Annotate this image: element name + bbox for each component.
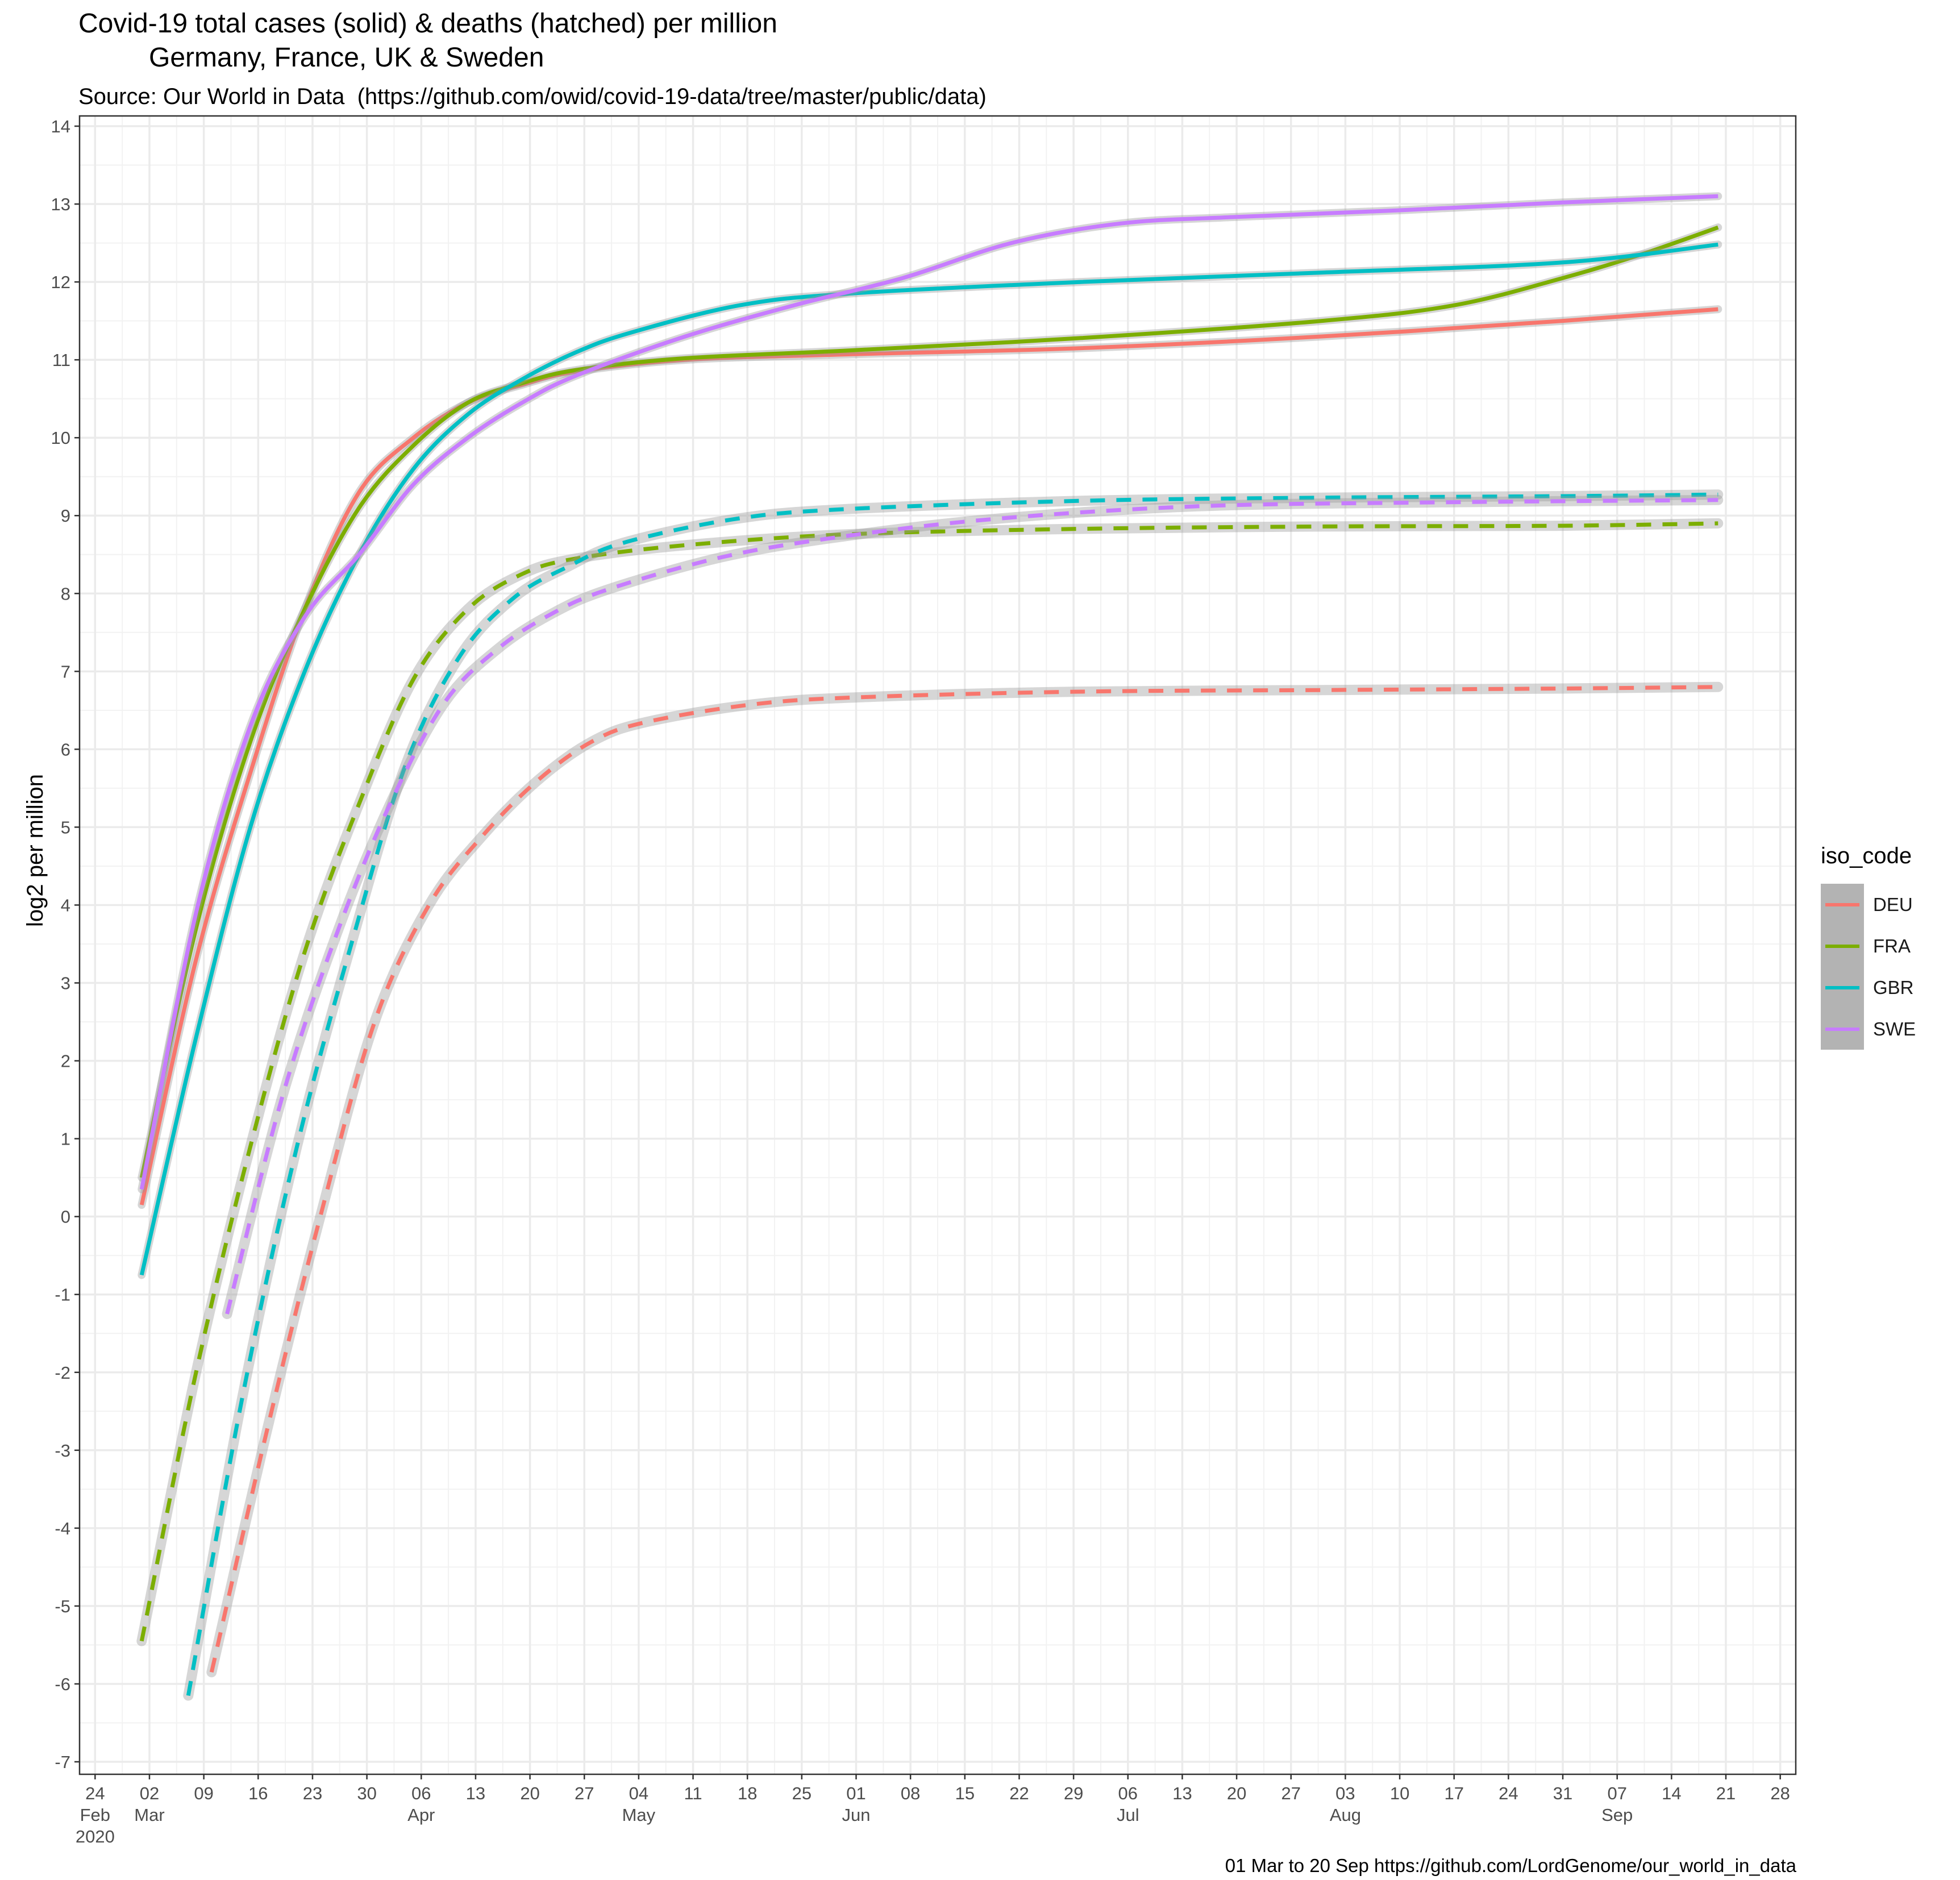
y-tick-label: -1 bbox=[55, 1285, 70, 1305]
y-tick-label: -4 bbox=[55, 1519, 70, 1538]
y-tick-label: -6 bbox=[55, 1674, 70, 1694]
x-tick-label: 28 bbox=[1770, 1783, 1790, 1803]
x-tick-label: 09 bbox=[194, 1783, 213, 1803]
y-tick-label: 0 bbox=[61, 1207, 70, 1227]
y-tick-label: 7 bbox=[61, 662, 70, 681]
legend-label: SWE bbox=[1873, 1018, 1916, 1039]
x-tick-month-label: Jun bbox=[842, 1805, 871, 1825]
legend-swatch bbox=[1825, 903, 1859, 906]
series-line-swe-deaths bbox=[225, 498, 1718, 1315]
y-tick-label: 8 bbox=[61, 584, 70, 604]
x-tick-month-label: May bbox=[622, 1805, 656, 1825]
legend-label: DEU bbox=[1873, 893, 1913, 915]
chart-title: Covid-19 total cases (solid) & deaths (h… bbox=[78, 9, 777, 39]
x-tick-label: 20 bbox=[1227, 1783, 1246, 1803]
x-tick-label: 23 bbox=[303, 1783, 322, 1803]
x-tick-label: 27 bbox=[1281, 1783, 1301, 1803]
y-tick-label: -5 bbox=[55, 1596, 70, 1616]
x-tick-label: 15 bbox=[955, 1783, 975, 1803]
legend: iso_code DEU FRA GBR SWE bbox=[1821, 843, 1916, 1050]
x-tick-label: 21 bbox=[1716, 1783, 1736, 1803]
x-tick-label: 24 bbox=[1499, 1783, 1518, 1803]
x-tick-label: 27 bbox=[575, 1783, 594, 1803]
x-tick-label: 08 bbox=[901, 1783, 920, 1803]
x-tick-label: 20 bbox=[520, 1783, 539, 1803]
series-line-fra-deaths bbox=[139, 521, 1718, 1642]
x-tick-year-label: 2020 bbox=[76, 1827, 115, 1846]
x-tick-month-label: Mar bbox=[134, 1805, 164, 1825]
x-tick-label: 06 bbox=[411, 1783, 431, 1803]
y-tick-label: 3 bbox=[61, 974, 70, 993]
x-tick-label: 04 bbox=[629, 1783, 648, 1803]
x-tick-label: 10 bbox=[1390, 1783, 1409, 1803]
y-tick-label: -7 bbox=[55, 1752, 70, 1772]
legend-key bbox=[1821, 884, 1864, 925]
x-tick-label: 07 bbox=[1607, 1783, 1626, 1803]
legend-swatch bbox=[1825, 986, 1859, 989]
legend-key bbox=[1821, 1008, 1864, 1050]
y-axis-label: log2 per million bbox=[23, 773, 48, 927]
x-tick-label: 25 bbox=[792, 1783, 812, 1803]
legend-label: FRA bbox=[1873, 935, 1911, 956]
y-tick-label: 4 bbox=[61, 895, 70, 915]
x-tick-label: 30 bbox=[357, 1783, 376, 1803]
x-tick-label: 22 bbox=[1009, 1783, 1029, 1803]
x-tick-label: 02 bbox=[140, 1783, 159, 1803]
legend-swatch bbox=[1825, 1028, 1859, 1031]
x-tick-month-label: Aug bbox=[1330, 1805, 1361, 1825]
legend-item-gbr: GBR bbox=[1821, 967, 1916, 1008]
x-tick-label: 06 bbox=[1118, 1783, 1138, 1803]
grid-minor bbox=[80, 116, 1796, 1774]
x-tick-month-label: Apr bbox=[407, 1805, 435, 1825]
y-tick-label: -2 bbox=[55, 1363, 70, 1383]
chart-caption: 01 Mar to 20 Sep https://github.com/Lord… bbox=[1225, 1855, 1796, 1876]
x-tick-label: 29 bbox=[1064, 1783, 1083, 1803]
series-line-gbr-cases bbox=[139, 242, 1718, 1276]
y-tick-label: 6 bbox=[61, 739, 70, 759]
x-tick-label: 13 bbox=[466, 1783, 485, 1803]
x-tick-label: 01 bbox=[846, 1783, 865, 1803]
series-line-swe-cases bbox=[139, 194, 1718, 1190]
legend-swatch bbox=[1825, 945, 1859, 948]
legend-label: GBR bbox=[1873, 976, 1914, 998]
y-tick-label: -3 bbox=[55, 1441, 70, 1461]
x-tick-month-label: Feb bbox=[80, 1805, 110, 1825]
x-tick-label: 18 bbox=[738, 1783, 757, 1803]
y-tick-label: 11 bbox=[52, 350, 70, 370]
y-tick-label: 5 bbox=[61, 817, 70, 837]
series-line-deu-deaths bbox=[209, 685, 1718, 1673]
x-tick-label: 24 bbox=[85, 1783, 105, 1803]
chart-title-line2: Germany, France, UK & Sweden bbox=[149, 43, 544, 73]
legend-title: iso_code bbox=[1821, 843, 1912, 868]
plot-border bbox=[78, 115, 1797, 1775]
y-tick-label: 1 bbox=[61, 1129, 70, 1149]
x-tick-month-label: Jul bbox=[1117, 1805, 1139, 1825]
y-tick-label: 9 bbox=[61, 506, 70, 526]
legend-key bbox=[1821, 925, 1864, 967]
x-tick-label: 16 bbox=[248, 1783, 268, 1803]
y-tick-label: 13 bbox=[51, 194, 70, 214]
legend-item-fra: FRA bbox=[1821, 925, 1916, 967]
legend-item-deu: DEU bbox=[1821, 884, 1916, 925]
chart-subtitle: Source: Our World in Data (https://githu… bbox=[78, 84, 987, 109]
x-tick-label: 17 bbox=[1444, 1783, 1463, 1803]
legend-key bbox=[1821, 967, 1864, 1008]
x-tick-label: 03 bbox=[1335, 1783, 1355, 1803]
y-tick-label: 2 bbox=[61, 1051, 70, 1071]
legend-item-swe: SWE bbox=[1821, 1008, 1916, 1050]
x-tick-label: 11 bbox=[684, 1783, 702, 1803]
x-tick-month-label: Sep bbox=[1601, 1805, 1633, 1825]
grid-major bbox=[80, 116, 1796, 1774]
y-tick-label: 10 bbox=[51, 428, 70, 448]
x-tick-label: 14 bbox=[1662, 1783, 1681, 1803]
y-tick-label: 14 bbox=[51, 117, 70, 136]
series-layer bbox=[136, 192, 1724, 1701]
series-line-gbr-deaths bbox=[186, 492, 1718, 1696]
y-tick-label: 12 bbox=[51, 272, 70, 292]
x-tick-label: 13 bbox=[1172, 1783, 1192, 1803]
x-tick-label: 31 bbox=[1553, 1783, 1572, 1803]
